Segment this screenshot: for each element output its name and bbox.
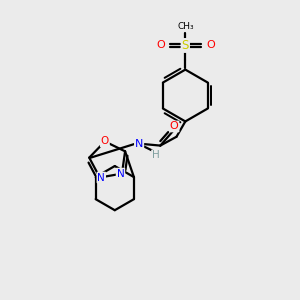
Text: S: S: [182, 39, 189, 52]
Text: N: N: [98, 172, 105, 182]
Text: O: O: [206, 40, 215, 50]
Text: H: H: [152, 150, 160, 160]
Text: N: N: [117, 169, 124, 178]
Text: N: N: [135, 139, 143, 149]
Text: O: O: [101, 136, 109, 146]
Text: O: O: [156, 40, 165, 50]
Text: CH₃: CH₃: [177, 22, 194, 31]
Text: O: O: [170, 122, 178, 131]
